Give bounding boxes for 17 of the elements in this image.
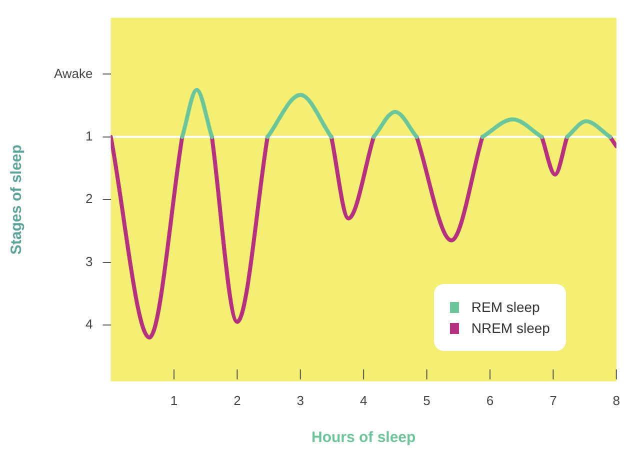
y-tick-label: 2 xyxy=(86,191,93,206)
x-tick-label: 1 xyxy=(170,392,178,408)
x-tick-label: 7 xyxy=(550,392,557,408)
y-axis-title: Stages of sleep xyxy=(8,144,26,255)
y-tick-label: 3 xyxy=(86,254,93,269)
legend-label: NREM sleep xyxy=(471,320,550,336)
x-tick-label: 6 xyxy=(486,392,494,408)
y-tick-label: 4 xyxy=(86,316,93,332)
x-tick-label: 3 xyxy=(296,392,304,408)
x-tick-label: 5 xyxy=(423,392,430,408)
x-tick-label: 2 xyxy=(234,392,241,408)
x-tick-label: 4 xyxy=(360,392,368,408)
x-tick-label: 8 xyxy=(612,392,620,408)
y-tick-label: 1 xyxy=(86,128,93,144)
legend-label: REM sleep xyxy=(471,299,540,316)
y-tick-label: Awake xyxy=(54,66,93,81)
x-axis-title: Hours of sleep xyxy=(311,429,416,446)
